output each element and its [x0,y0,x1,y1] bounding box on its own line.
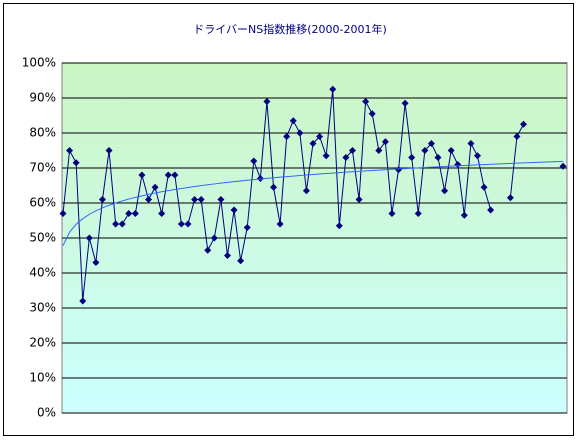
data-point [217,196,225,203]
data-point [473,152,481,160]
data-point [401,99,409,107]
data-point [243,224,251,231]
data-point [316,133,324,140]
data-point [408,154,416,161]
data-point [79,297,87,305]
data-point [309,140,317,147]
data-point [204,246,212,254]
data-point [85,234,93,242]
data-point [98,196,106,203]
data-point [559,162,567,170]
data-point [59,210,67,217]
data-point [230,206,238,214]
trendline [62,160,564,246]
data-point [355,196,363,203]
data-point [362,98,370,105]
data-point [480,183,488,191]
data-point [66,147,74,154]
data-point [270,183,278,191]
data-point [283,133,291,140]
data-point [322,152,330,160]
data-point [421,147,429,154]
chart-title: ドライバーNS指数推移(2000-2001年) [193,22,387,36]
y-tick-label: 20% [29,336,56,350]
data-point [276,220,284,228]
data-point [177,220,185,228]
data-point [375,147,383,154]
data-point [184,220,192,228]
data-point [112,220,120,228]
data-point [296,129,304,137]
data-point [237,257,245,265]
data-point [210,234,218,242]
data-point [520,120,528,128]
data-point [118,220,126,228]
data-point [513,133,521,140]
data-point [335,222,343,230]
y-tick-label: 90% [29,91,56,105]
data-point [348,147,356,154]
data-point [434,154,442,161]
data-point [131,210,139,217]
data-point [467,140,475,147]
data-point [342,154,350,161]
data-point [414,210,422,217]
data-point [92,259,100,266]
data-point [368,110,376,118]
data-point [388,210,396,217]
y-tick-label: 10% [29,371,56,385]
data-point [263,98,271,105]
data-point [72,159,80,167]
data-point [302,187,310,195]
data-point [506,194,514,202]
data-point [487,206,495,214]
y-tick-label: 70% [29,161,56,175]
data-point [191,196,199,203]
data-point [158,210,166,217]
y-tick-label: 40% [29,266,56,280]
data-point [125,210,133,217]
y-tick-label: 30% [29,301,56,315]
data-point [460,211,468,219]
y-tick-label: 80% [29,126,56,140]
data-point [250,157,258,165]
y-tick-label: 60% [29,196,56,210]
data-point [395,166,403,174]
y-tick-label: 50% [29,231,56,245]
data-point [381,138,389,146]
data-point [447,147,455,154]
data-point [145,196,153,203]
data-point [223,252,231,259]
data-point [105,147,113,154]
data-point [151,183,159,191]
data-point [289,117,297,125]
y-tick-label: 100% [22,56,56,70]
data-point [171,171,179,179]
data-point [164,171,172,179]
data-point [441,187,449,195]
y-tick-label: 0% [37,406,56,420]
data-point [138,171,146,179]
data-point [427,140,435,147]
data-point [197,196,205,203]
data-point [329,85,337,93]
